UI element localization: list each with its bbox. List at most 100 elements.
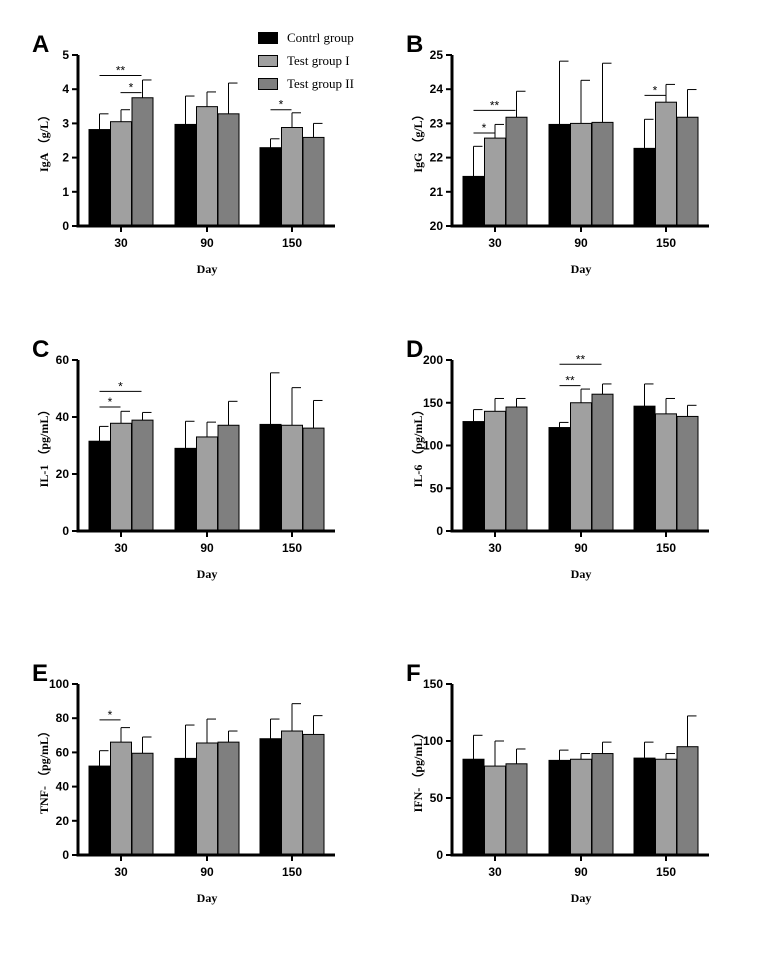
bar <box>131 752 154 856</box>
x-tick-label: 90 <box>200 865 214 879</box>
significance-label: * <box>129 81 134 95</box>
significance-label: * <box>482 121 487 135</box>
x-tick-label: 150 <box>656 865 676 879</box>
x-tick-label: 150 <box>656 236 676 250</box>
bar <box>591 753 614 856</box>
significance-label: ** <box>576 352 586 366</box>
y-tick-label: 20 <box>430 219 444 233</box>
bar <box>110 741 132 856</box>
panel-letter: F <box>406 660 421 687</box>
y-tick-label: 80 <box>56 711 70 725</box>
bar <box>110 422 132 532</box>
bar <box>131 419 154 532</box>
panel-C: C * * 0 20 40 60 30 90 150 Day IL-1 （pg/mL） <box>0 325 380 635</box>
y-tick-label: 25 <box>430 48 444 62</box>
bar <box>505 406 528 532</box>
x-tick-label: 150 <box>282 236 302 250</box>
bar <box>676 746 699 856</box>
bar <box>110 121 132 227</box>
bar <box>462 175 485 227</box>
panel-letter: A <box>32 31 49 58</box>
legend-swatch <box>258 77 278 90</box>
y-axis-title: TNF- （pg/mL） <box>36 725 51 814</box>
significance-label: * <box>108 395 113 409</box>
x-tick-label: 30 <box>114 865 128 879</box>
bar <box>302 733 325 856</box>
chart-svg: C * * 0 20 40 60 30 90 150 Day IL-1 （pg/mL） <box>32 336 335 581</box>
bar <box>462 421 485 532</box>
legend-label: Test group II <box>287 75 354 91</box>
x-tick-label: 150 <box>282 865 302 879</box>
y-tick-label: 20 <box>56 467 70 481</box>
x-tick-label: 150 <box>656 541 676 555</box>
y-axis-title: IL-1 （pg/mL） <box>36 404 51 488</box>
panel-B: B * ** * 20 21 22 23 24 25 30 90 150 Day IgG （g/L） <box>374 20 754 330</box>
bar <box>281 127 303 227</box>
bar <box>196 436 218 532</box>
bar <box>484 410 506 532</box>
bar <box>570 402 592 532</box>
bar <box>196 742 218 856</box>
x-tick-label: 90 <box>574 865 588 879</box>
bar <box>570 758 592 856</box>
x-axis-title: Day <box>197 567 218 581</box>
bar <box>259 738 282 856</box>
y-tick-label: 21 <box>430 185 444 199</box>
x-tick-label: 30 <box>114 236 128 250</box>
bar <box>196 106 218 227</box>
significance-label: * <box>108 708 113 722</box>
y-tick-label: 1 <box>62 185 69 199</box>
panel-letter: D <box>406 336 423 363</box>
bar <box>217 113 240 227</box>
x-tick-label: 90 <box>574 541 588 555</box>
x-tick-label: 30 <box>488 236 502 250</box>
bar <box>633 147 656 227</box>
bar <box>281 730 303 856</box>
bar <box>259 423 282 532</box>
y-tick-label: 5 <box>62 48 69 62</box>
y-tick-label: 60 <box>56 745 70 759</box>
bar <box>676 116 699 227</box>
y-tick-label: 20 <box>56 814 70 828</box>
bar <box>174 757 197 856</box>
x-axis-title: Day <box>571 262 592 276</box>
significance-label: ** <box>565 374 575 388</box>
y-axis-title: IFN- （pg/mL） <box>410 727 425 813</box>
bar <box>570 122 592 227</box>
bar <box>217 741 240 856</box>
bar <box>591 393 614 532</box>
y-tick-label: 24 <box>430 82 444 96</box>
y-tick-label: 40 <box>56 780 70 794</box>
bar <box>88 440 111 532</box>
bar <box>302 136 325 227</box>
bar <box>174 123 197 227</box>
y-tick-label: 22 <box>430 151 444 165</box>
bar <box>302 427 325 532</box>
y-tick-label: 3 <box>62 116 69 130</box>
bar <box>281 424 303 532</box>
panel-A: A ** * * 0 1 2 3 4 5 30 90 150 Day IgA （g/L） <box>0 20 380 330</box>
y-axis-title: IgG （g/L） <box>410 108 425 172</box>
bar <box>591 121 614 227</box>
bar <box>676 415 699 532</box>
bar <box>655 101 677 227</box>
significance-label: ** <box>116 64 126 78</box>
bar <box>548 427 571 532</box>
chart-svg: E * 0 20 40 60 80 100 30 90 150 Day TNF- （pg/mL） <box>32 660 335 905</box>
y-tick-label: 50 <box>430 481 444 495</box>
bar <box>462 758 485 856</box>
bar <box>655 758 677 856</box>
significance-label: * <box>118 379 123 393</box>
y-tick-label: 100 <box>49 677 69 691</box>
bar <box>633 405 656 532</box>
y-axis-title: IgA （g/L） <box>36 109 51 172</box>
legend-swatch <box>258 31 278 44</box>
x-axis-title: Day <box>197 262 218 276</box>
y-tick-label: 60 <box>56 353 70 367</box>
x-axis-title: Day <box>571 891 592 905</box>
panel-letter: E <box>32 660 48 687</box>
y-tick-label: 4 <box>62 82 69 96</box>
x-tick-label: 90 <box>200 541 214 555</box>
bar <box>548 123 571 227</box>
